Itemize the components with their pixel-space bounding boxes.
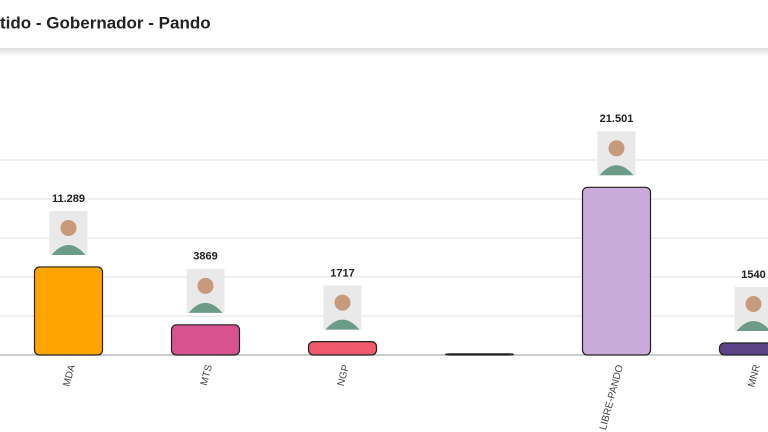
candidate-photo [323, 285, 362, 330]
header-shadow [0, 48, 768, 56]
bar [444, 353, 515, 356]
x-tick-label: MDA [62, 363, 78, 388]
x-tick-label: NGP [336, 363, 352, 387]
value-label: 21.501 [600, 113, 634, 125]
photo-body [325, 319, 360, 330]
photo-body [599, 165, 634, 176]
photo-body [188, 302, 223, 313]
photo-head [334, 294, 351, 311]
chart-title: tido - Gobernador - Pando [0, 13, 211, 32]
x-tick-label: LIBRE-PANDO [598, 363, 626, 431]
x-tick-label: MTS [199, 363, 215, 387]
bar [170, 324, 241, 356]
candidate-photo [734, 286, 768, 331]
photo-body [736, 320, 768, 331]
bar [581, 186, 652, 356]
bar [718, 342, 768, 356]
candidate-photo [597, 131, 636, 176]
bar [33, 266, 104, 356]
bar [307, 341, 378, 356]
value-label: 3869 [193, 251, 217, 263]
candidate-photo [49, 210, 88, 255]
photo-head [745, 295, 762, 312]
photo-head [608, 140, 625, 157]
header [0, 0, 768, 48]
photo-body [51, 244, 86, 255]
x-tick-label: MNR [746, 364, 763, 389]
candidate-photo [186, 268, 225, 313]
value-label: 1717 [330, 268, 354, 280]
value-label: 1540 [741, 269, 765, 281]
value-label: 11.289 [52, 193, 85, 205]
photo-head [197, 277, 214, 294]
photo-head [60, 219, 77, 236]
